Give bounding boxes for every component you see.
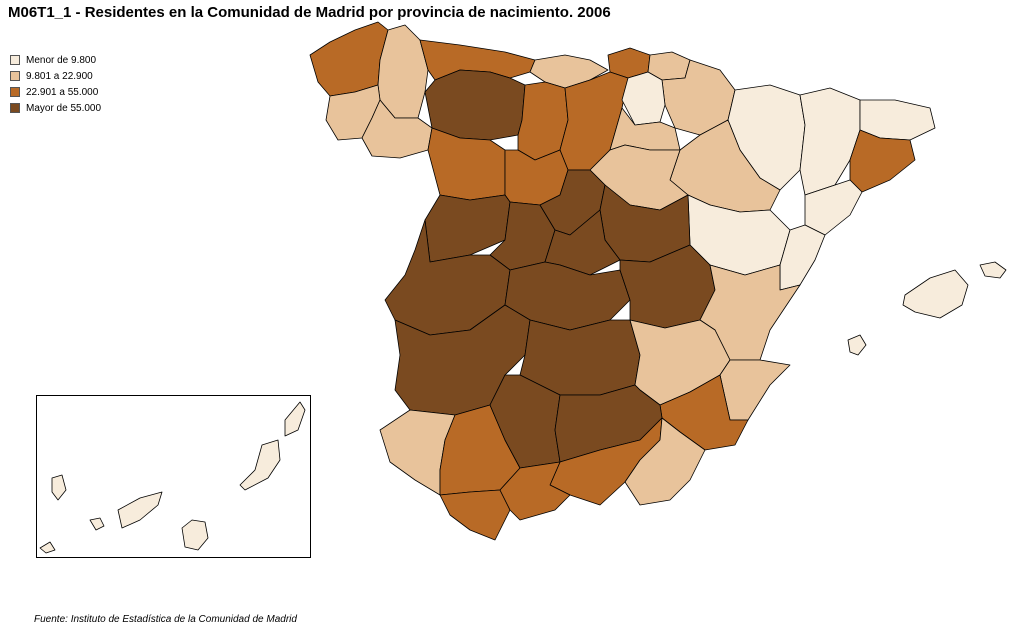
province-alicante[interactable] bbox=[719, 359, 791, 421]
legend-label: 9.801 a 22.900 bbox=[26, 70, 93, 82]
legend-item: Menor de 9.800 bbox=[10, 52, 101, 68]
legend-item: 22.901 a 55.000 bbox=[10, 84, 101, 100]
province-valencia[interactable] bbox=[699, 264, 801, 361]
island-ibiza[interactable] bbox=[847, 334, 867, 356]
island-gomera[interactable] bbox=[89, 517, 105, 531]
province-coruna[interactable] bbox=[309, 21, 389, 97]
province-malaga[interactable] bbox=[499, 461, 571, 521]
source-note: Fuente: Instituto de Estadística de la C… bbox=[34, 614, 297, 625]
legend-item: 9.801 a 22.900 bbox=[10, 68, 101, 84]
province-lugo[interactable] bbox=[377, 24, 429, 119]
legend-item: Mayor de 55.000 bbox=[10, 100, 101, 116]
province-barcelona[interactable] bbox=[849, 129, 916, 193]
island-mallorca[interactable] bbox=[902, 269, 969, 319]
island-fuerteventura[interactable] bbox=[239, 439, 281, 491]
island-lanzarote[interactable] bbox=[284, 401, 306, 437]
legend-swatch bbox=[10, 103, 20, 113]
map-title: M06T1_1 - Residentes en la Comunidad de … bbox=[8, 4, 611, 21]
province-almeria[interactable] bbox=[624, 417, 706, 506]
legend-label: Mayor de 55.000 bbox=[26, 102, 102, 114]
province-lleida[interactable] bbox=[799, 87, 861, 196]
island-la-palma[interactable] bbox=[51, 474, 67, 501]
province-leon[interactable] bbox=[424, 69, 526, 141]
province-navarra[interactable] bbox=[661, 59, 736, 136]
island-hierro[interactable] bbox=[39, 541, 56, 554]
legend-label: Menor de 9.800 bbox=[26, 54, 97, 66]
island-tenerife[interactable] bbox=[117, 491, 163, 529]
island-menorca[interactable] bbox=[979, 261, 1007, 279]
island-gran-canaria[interactable] bbox=[181, 519, 209, 551]
legend-swatch bbox=[10, 87, 20, 97]
legend-swatch bbox=[10, 55, 20, 65]
province-girona[interactable] bbox=[859, 99, 936, 141]
legend-label: 22.901 a 55.000 bbox=[26, 86, 99, 98]
province-orense[interactable] bbox=[361, 99, 433, 159]
province-tarragona[interactable] bbox=[804, 179, 863, 236]
province-cadiz[interactable] bbox=[439, 489, 511, 541]
legend-swatch bbox=[10, 71, 20, 81]
legend: Menor de 9.800 9.801 a 22.900 22.901 a 5… bbox=[10, 52, 101, 116]
